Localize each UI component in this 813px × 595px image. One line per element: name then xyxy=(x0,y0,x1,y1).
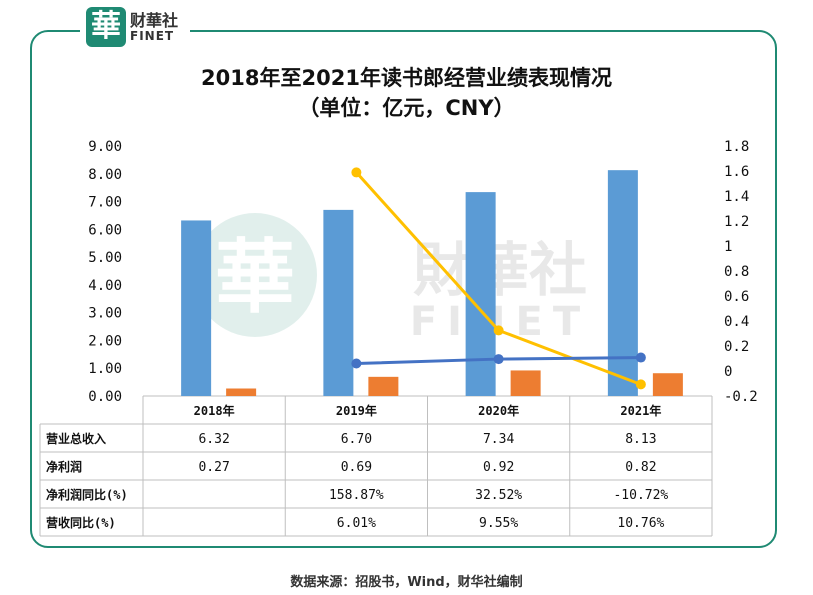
right-axis-tick-label: 0.6 xyxy=(724,289,749,305)
chart-subtitle: （单位：亿元，CNY） xyxy=(298,96,515,120)
data-label: 6.32 xyxy=(198,432,229,447)
data-label: 0.92 xyxy=(483,460,514,475)
data-label: 32.52% xyxy=(475,488,522,503)
data-label: 0.82 xyxy=(625,460,656,475)
category-label: 2018年 xyxy=(194,403,235,418)
data-label: 0.69 xyxy=(341,460,372,475)
left-axis-tick-label: 4.00 xyxy=(88,278,122,294)
data-label: 158.87% xyxy=(329,488,384,503)
category-label: 2021年 xyxy=(620,403,661,418)
profit-yoy-point xyxy=(351,167,362,178)
right-axis-tick-label: 0.2 xyxy=(724,339,749,355)
data-label: 7.34 xyxy=(483,432,514,447)
data-label: 6.01% xyxy=(337,516,376,531)
category-label: 2019年 xyxy=(336,403,377,418)
right-axis-tick-label: 1.8 xyxy=(724,139,749,155)
profit-bar xyxy=(652,373,683,396)
left-axis-tick-label: 9.00 xyxy=(88,139,122,155)
left-axis-tick-label: 1.00 xyxy=(88,361,122,377)
revenue-bar xyxy=(607,170,638,396)
revenue-bar xyxy=(323,209,354,396)
left-axis-tick-label: 7.00 xyxy=(88,195,122,211)
right-axis-tick-label: 1.2 xyxy=(724,214,749,230)
watermark-chinese-text: 財華社 xyxy=(413,236,587,304)
data-label: 9.55% xyxy=(479,516,518,531)
data-label: 8.13 xyxy=(625,432,656,447)
data-label: 10.76% xyxy=(617,516,664,531)
bar-series xyxy=(181,170,683,396)
profit-bar xyxy=(226,388,257,396)
right-axis-tick-label: -0.2 xyxy=(724,389,758,405)
category-label: 2020年 xyxy=(478,403,519,418)
right-axis-tick-label: 1.6 xyxy=(724,164,749,180)
data-label: 0.27 xyxy=(198,460,229,475)
watermark-seal-text: 華 xyxy=(215,230,295,324)
series-name: 营收同比(%) xyxy=(46,515,116,530)
right-axis-tick-label: 1.4 xyxy=(724,189,749,205)
data-label: -10.72% xyxy=(613,488,668,503)
chart-frame xyxy=(30,30,777,548)
watermark: 華 財華社 FINET xyxy=(193,213,590,345)
revenue-bar xyxy=(181,220,212,396)
left-axis-tick-label: 8.00 xyxy=(88,167,122,183)
right-axis-tick-label: 0.4 xyxy=(724,314,749,330)
right-axis-tick-label: 1 xyxy=(724,239,732,255)
left-axis-tick-label: 0.00 xyxy=(88,389,122,405)
chart-title: 2018年至2021年读书郎经营业绩表现情况 xyxy=(201,66,612,90)
left-axis-tick-label: 5.00 xyxy=(88,250,122,266)
profit-yoy-point xyxy=(493,325,504,336)
left-axis-ticks: 0.00 1.00 2.00 3.00 4.00 5.00 6.00 7.00 8.00 9.00 xyxy=(88,139,122,405)
right-axis-ticks: -0.2 0 0.2 0.4 0.6 0.8 1 1.2 1.4 1.6 1.8 xyxy=(724,139,758,405)
left-axis-tick-label: 3.00 xyxy=(88,306,122,322)
revenue-bar xyxy=(465,192,496,396)
right-axis-tick-label: 0.8 xyxy=(724,264,749,280)
profit-yoy-point xyxy=(635,379,646,390)
line-series xyxy=(351,167,646,390)
series-name: 净利润同比(%) xyxy=(46,487,128,502)
watermark-english-text: FINET xyxy=(410,299,590,345)
right-axis-tick-label: 0 xyxy=(724,364,732,380)
data-label: 6.70 xyxy=(341,432,372,447)
logo-english-text: FINET xyxy=(130,29,175,43)
revenue-yoy-point xyxy=(351,358,362,369)
revenue-yoy-point xyxy=(493,354,504,365)
profit-bar xyxy=(510,370,541,396)
left-axis-tick-label: 2.00 xyxy=(88,333,122,349)
series-name: 净利润 xyxy=(46,459,82,474)
logo-chinese-text: 财華社 xyxy=(130,11,179,30)
left-axis-tick-label: 6.00 xyxy=(88,222,122,238)
finet-seal-icon: 華 xyxy=(86,7,126,47)
finet-logo: 華 财華社 FINET xyxy=(80,5,190,51)
profit-bar xyxy=(368,376,399,396)
source-note: 数据来源：招股书，Wind，财华社编制 xyxy=(290,575,523,590)
series-name: 营业总收入 xyxy=(46,431,106,446)
revenue-yoy-point xyxy=(635,352,646,363)
watermark-seal-icon xyxy=(193,213,317,337)
